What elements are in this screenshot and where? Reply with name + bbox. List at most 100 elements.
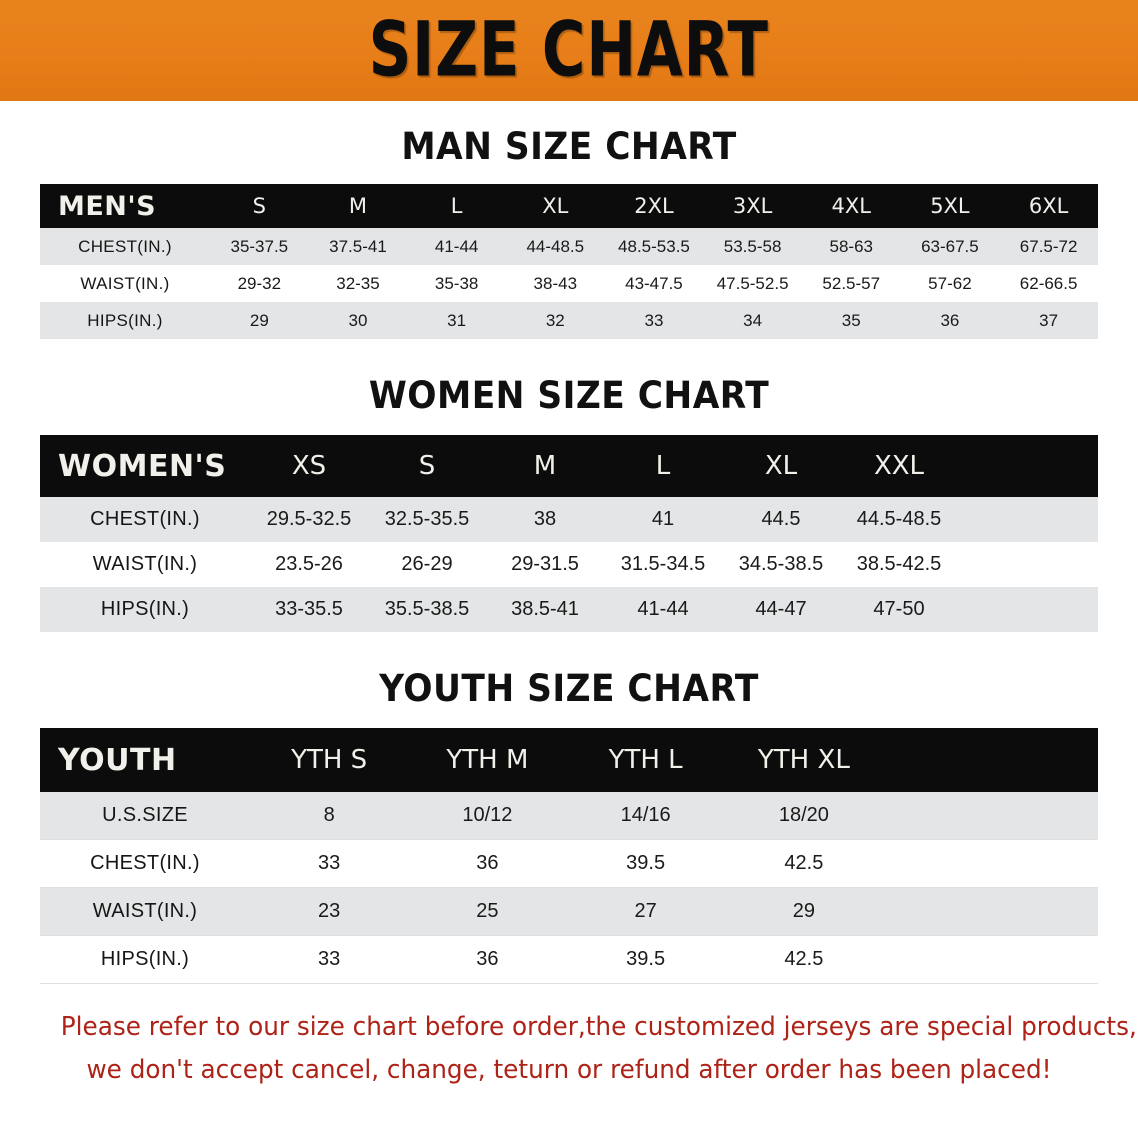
men-cell: 43-47.5 — [604, 265, 704, 302]
youth-row-label: WAIST(IN.) — [40, 887, 250, 936]
men-cell: 29 — [210, 302, 309, 339]
women-table-wrapper: WOMEN'S XS S M L XL XXL CHEST(IN.) 29.5-32.5 32… — [40, 435, 1098, 632]
youth-cell: 23 — [250, 887, 409, 936]
men-table-head: MEN'S S M L XL 2XL 3XL 4XL 5XL 6XL — [40, 184, 1098, 228]
youth-header-row: YOUTH YTH S YTH M YTH L YTH XL — [40, 728, 1098, 792]
men-cell: 36 — [900, 302, 1000, 339]
women-section-title: WOMEN SIZE CHART — [368, 374, 770, 417]
men-table-body: CHEST(IN.) 35-37.5 37.5-41 41-44 44-48.5 48.5… — [40, 228, 1098, 339]
men-table-wrapper: MEN'S S M L XL 2XL 3XL 4XL 5XL 6XL CHEST(IN.) 35-… — [40, 184, 1098, 339]
women-cell: 44.5-48.5 — [840, 497, 958, 542]
men-table-row: HIPS(IN.) 29 30 31 32 33 34 35 36 37 — [40, 302, 1098, 339]
men-column-header: M — [308, 184, 408, 228]
youth-cell-spacer — [883, 935, 1098, 984]
women-cell: 38.5-42.5 — [840, 542, 958, 587]
men-cell: 62-66.5 — [999, 265, 1098, 302]
men-cell: 34 — [703, 302, 802, 339]
women-table-body: CHEST(IN.) 29.5-32.5 32.5-35.5 38 41 44.5 44.5… — [40, 497, 1098, 632]
women-table-row: CHEST(IN.) 29.5-32.5 32.5-35.5 38 41 44.5 44.5… — [40, 497, 1098, 542]
men-column-header: L — [407, 184, 506, 228]
women-row-label: CHEST(IN.) — [40, 497, 250, 542]
youth-header-spacer — [883, 728, 1098, 792]
women-cell: 29-31.5 — [486, 542, 604, 587]
youth-cell: 25 — [408, 887, 567, 936]
youth-table-row: HIPS(IN.) 33 36 39.5 42.5 — [40, 935, 1098, 984]
youth-cell-spacer — [883, 792, 1098, 840]
youth-table-head: YOUTH YTH S YTH M YTH L YTH XL — [40, 728, 1098, 792]
women-column-header: XXL — [840, 435, 958, 497]
footer-disclaimer: Please refer to our size chart before or… — [61, 1006, 1137, 1092]
men-row-label: CHEST(IN.) — [40, 228, 210, 265]
men-cell: 47.5-52.5 — [703, 265, 802, 302]
women-table-head: WOMEN'S XS S M L XL XXL — [40, 435, 1098, 497]
men-cell: 35-38 — [407, 265, 506, 302]
women-header-row: WOMEN'S XS S M L XL XXL — [40, 435, 1098, 497]
men-size-table: MEN'S S M L XL 2XL 3XL 4XL 5XL 6XL CHEST(IN.) 35-… — [40, 184, 1098, 339]
youth-cell: 42.5 — [724, 839, 883, 888]
women-cell: 41-44 — [604, 587, 722, 632]
youth-column-header: YTH XL — [724, 728, 883, 792]
men-column-header: S — [210, 184, 309, 228]
men-cell: 33 — [604, 302, 704, 339]
men-column-header: 3XL — [703, 184, 802, 228]
women-size-table: WOMEN'S XS S M L XL XXL CHEST(IN.) 29.5-32.5 32… — [40, 435, 1098, 632]
women-cell: 44.5 — [722, 497, 840, 542]
youth-row-label: CHEST(IN.) — [40, 839, 250, 888]
youth-cell: 36 — [408, 839, 567, 888]
women-column-header: XL — [722, 435, 840, 497]
women-cell: 38.5-41 — [486, 587, 604, 632]
youth-cell: 36 — [408, 935, 567, 984]
youth-cell: 18/20 — [724, 792, 883, 840]
women-cell: 34.5-38.5 — [722, 542, 840, 587]
women-cell: 35.5-38.5 — [368, 587, 486, 632]
men-cell: 63-67.5 — [900, 228, 1000, 265]
men-cell: 32 — [505, 302, 605, 339]
men-cell: 58-63 — [801, 228, 901, 265]
men-table-row: CHEST(IN.) 35-37.5 37.5-41 41-44 44-48.5 48.5… — [40, 228, 1098, 265]
youth-column-header: YTH L — [566, 728, 725, 792]
youth-cell: 10/12 — [408, 792, 567, 840]
youth-corner-label: YOUTH — [40, 728, 250, 792]
youth-cell: 14/16 — [566, 792, 725, 840]
women-cell: 47-50 — [840, 587, 958, 632]
women-header-spacer — [958, 435, 1098, 497]
women-column-header: S — [368, 435, 486, 497]
youth-cell-spacer — [883, 887, 1098, 936]
men-column-header: 6XL — [999, 184, 1098, 228]
youth-row-label: U.S.SIZE — [40, 792, 250, 840]
men-cell: 37.5-41 — [308, 228, 408, 265]
women-table-row: WAIST(IN.) 23.5-26 26-29 29-31.5 31.5-34.5 34… — [40, 542, 1098, 587]
youth-column-header: YTH S — [250, 728, 409, 792]
men-cell: 41-44 — [407, 228, 506, 265]
women-cell-spacer — [958, 497, 1098, 542]
men-table-row: WAIST(IN.) 29-32 32-35 35-38 38-43 43-47.5 47.… — [40, 265, 1098, 302]
men-cell: 44-48.5 — [505, 228, 605, 265]
youth-cell: 33 — [250, 839, 409, 888]
women-corner-label: WOMEN'S — [40, 435, 250, 497]
youth-cell: 39.5 — [566, 839, 725, 888]
women-cell-spacer — [958, 542, 1098, 587]
men-column-header: XL — [505, 184, 605, 228]
youth-cell: 27 — [566, 887, 725, 936]
youth-column-header: YTH M — [408, 728, 567, 792]
women-column-header: M — [486, 435, 604, 497]
youth-table-row: CHEST(IN.) 33 36 39.5 42.5 — [40, 839, 1098, 888]
men-cell: 31 — [407, 302, 506, 339]
women-cell-spacer — [958, 587, 1098, 632]
men-cell: 30 — [308, 302, 408, 339]
women-cell: 26-29 — [368, 542, 486, 587]
youth-cell: 33 — [250, 935, 409, 984]
youth-cell: 39.5 — [566, 935, 725, 984]
men-cell: 32-35 — [308, 265, 408, 302]
youth-row-label: HIPS(IN.) — [40, 935, 250, 984]
men-cell: 29-32 — [210, 265, 309, 302]
men-cell: 67.5-72 — [999, 228, 1098, 265]
men-cell: 53.5-58 — [703, 228, 802, 265]
men-header-row: MEN'S S M L XL 2XL 3XL 4XL 5XL 6XL — [40, 184, 1098, 228]
men-row-label: HIPS(IN.) — [40, 302, 210, 339]
women-row-label: WAIST(IN.) — [40, 542, 250, 587]
footer-line-2: we don't accept cancel, change, teturn o… — [86, 1054, 1052, 1085]
men-section-title: MAN SIZE CHART — [401, 125, 737, 168]
youth-cell: 29 — [724, 887, 883, 936]
women-table-row: HIPS(IN.) 33-35.5 35.5-38.5 38.5-41 41-44 44-… — [40, 587, 1098, 632]
